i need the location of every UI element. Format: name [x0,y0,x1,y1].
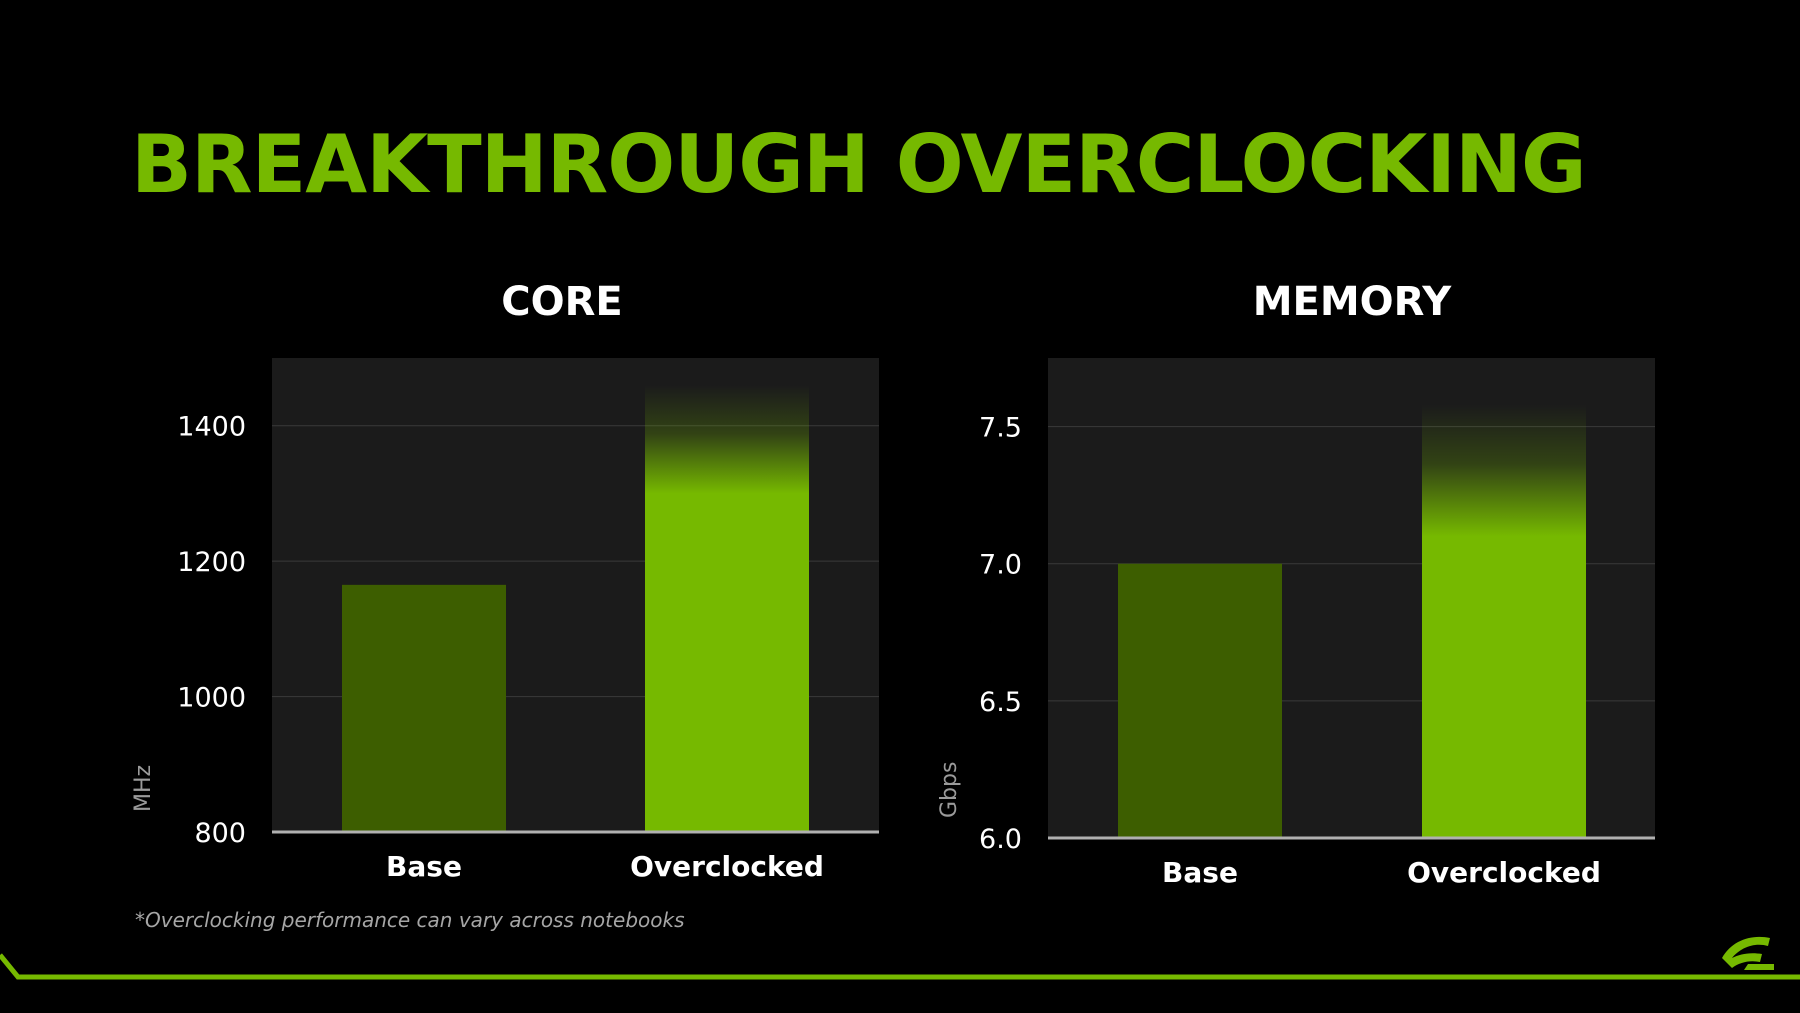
nvidia-eye-logo-icon [1722,936,1774,970]
bar-base [1118,563,1282,838]
y-tick-label: 7.0 [979,550,1022,581]
y-tick-label: 800 [194,818,246,849]
y-tick-label: 7.5 [979,413,1022,444]
bar-overclocked [645,385,809,832]
y-tick-label: 6.0 [979,824,1022,855]
y-tick-label: 1400 [177,412,246,443]
y-tick-label: 1000 [177,683,246,714]
memory-chart: 6.0 6.5 7.0 7.5 Base Overclocked MEMORY Gbps [937,279,1655,889]
core-chart: 800 1000 1200 1400 Base Overclocked CORE MHz [131,279,879,883]
y-tick-label: 6.5 [979,687,1022,718]
x-category-label: Overclocked [630,850,824,883]
bar-overclocked [1422,404,1586,838]
x-category-label: Overclocked [1407,856,1601,889]
bar-base [342,584,506,832]
slide-title: BREAKTHROUGH OVERCLOCKING [131,118,1587,211]
chart-title: CORE [501,279,622,325]
x-category-label: Base [386,850,462,883]
x-category-label: Base [1162,856,1238,889]
chart-title: MEMORY [1253,279,1453,325]
y-tick-label: 1200 [177,547,246,578]
y-axis-unit-label: Gbps [937,762,962,818]
footnote: *Overclocking performance can vary acros… [135,908,685,932]
y-axis-unit-label: MHz [131,765,156,812]
